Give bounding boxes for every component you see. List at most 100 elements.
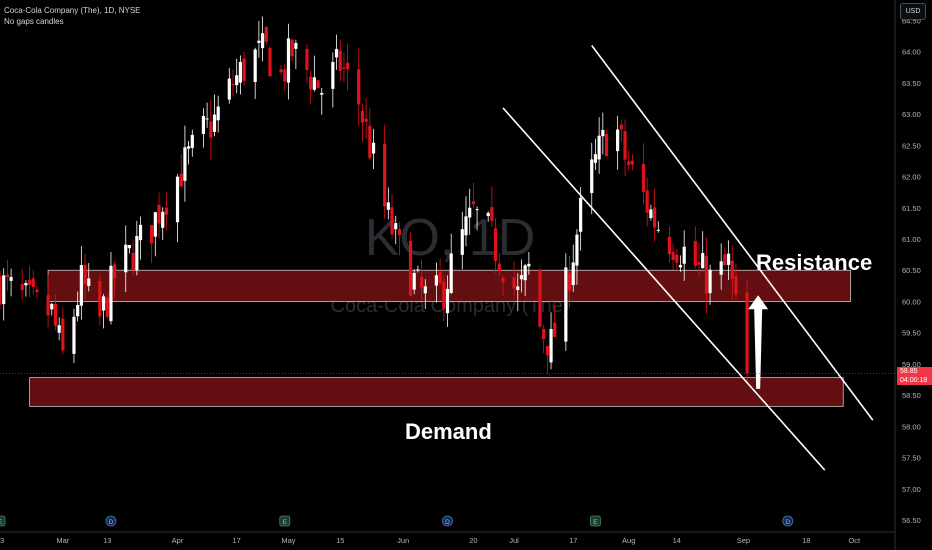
earnings-icon[interactable]: E [0,515,6,527]
candle-body [579,197,583,232]
last-price-tag: 58.85 04:00:18 [897,367,932,386]
earnings-icon[interactable]: E [279,515,291,527]
candle-body [390,207,394,235]
candle-body [656,229,660,231]
event-icon-glyph: D [109,519,114,526]
drawings-layer [502,44,874,471]
candle-body [678,264,683,268]
price-tick-label: 56.50 [902,516,921,525]
time-tick-label: Aug [622,536,635,545]
candle-body [497,263,501,271]
candle-body [368,125,372,159]
candle-body [445,288,450,314]
candle-body [201,115,206,134]
price-tick-label: 63.00 [902,110,921,119]
dividend-icon[interactable]: D [782,515,794,527]
candle-body [113,264,117,279]
candle-body [135,235,139,271]
candle-body [231,83,235,86]
candle-body [346,62,350,70]
candle-body [190,134,194,148]
time-tick-label: 17 [569,536,577,545]
candle-body [209,121,213,138]
candle-body [0,276,2,305]
candle-body [726,253,731,265]
candle-body [623,131,627,160]
candle-body [79,264,83,306]
price-tick-label: 62.00 [902,173,921,182]
channel-upper[interactable] [591,44,874,421]
candle-body [150,224,154,244]
candle-body [545,346,549,356]
price-tick-label: 58.00 [902,422,921,431]
candle-body [486,212,490,217]
candle-body [338,50,342,71]
candle-body [671,252,675,261]
candle-body [35,289,39,293]
candle-body [501,278,505,283]
up-arrow[interactable] [748,295,769,389]
candle-body [360,110,365,123]
candle-body [434,275,439,286]
time-tick-label: Mar [56,536,69,545]
candle-body [294,42,298,49]
event-icon-glyph: E [0,519,3,526]
candle-body [512,277,516,289]
candle-body [653,207,657,228]
time-axis[interactable]: 13 Mar 13 Apr 17 May 15 Jun 20 Jul 17 Aug 14 Sep 18 Oct [0,536,861,545]
candle-body [124,244,128,273]
candle-body [157,204,161,224]
candle-body [316,80,320,89]
candle-body [420,276,424,288]
candle-body [704,255,708,294]
earnings-icon[interactable]: E [590,515,601,527]
candle-body [697,262,701,265]
candle-body [109,265,113,322]
chart-legend: Coca-Cola Company (The), 1D, NYSE No gap… [4,5,141,27]
candle-body [2,275,6,305]
dividend-icon[interactable]: D [442,515,453,527]
price-tick-label: 59.50 [902,329,921,338]
time-tick-label: 15 [336,536,344,545]
candle-body [268,48,272,77]
candle-body [320,92,324,95]
event-icon-glyph: D [445,519,450,526]
candle-body [734,276,738,295]
candle-body [416,269,420,271]
candle-body [131,252,135,271]
time-tick-label: 17 [233,536,241,545]
currency-button[interactable]: USD [900,3,926,20]
candle-body [464,216,468,236]
candle-body [412,273,416,290]
candle-body [601,129,605,137]
candle-body [183,147,187,181]
candle-body [305,48,309,71]
candle-body [571,262,575,286]
candle-body [527,263,531,267]
candle-body [523,265,527,281]
demand-label: Demand [405,419,492,444]
candle-body [242,58,246,81]
price-tick-label: 64.00 [902,48,921,57]
candle-body [83,264,87,285]
price-tick-label: 58.50 [902,391,921,400]
candle-body [5,274,9,277]
candle-body [616,129,620,152]
dividend-icon[interactable]: D [105,515,117,527]
events-layer: EDEDED [0,515,794,527]
price-tick-label: 64.50 [902,16,921,25]
candle-body [519,275,524,280]
candle-body [46,295,50,316]
candle-body [593,154,598,163]
candle-body [153,212,157,237]
candle-body [575,234,579,266]
candle-body [279,69,283,73]
price-tick-label: 62.50 [902,141,921,150]
channel-lower[interactable] [502,107,826,471]
time-tick-label: 20 [469,536,477,545]
time-tick-label: Oct [848,536,861,545]
candle-body [105,297,109,317]
price-axis[interactable]: 56.50 57.00 57.50 58.00 58.50 59.00 59.50 60.00… [902,16,921,525]
candle-body [475,209,479,211]
